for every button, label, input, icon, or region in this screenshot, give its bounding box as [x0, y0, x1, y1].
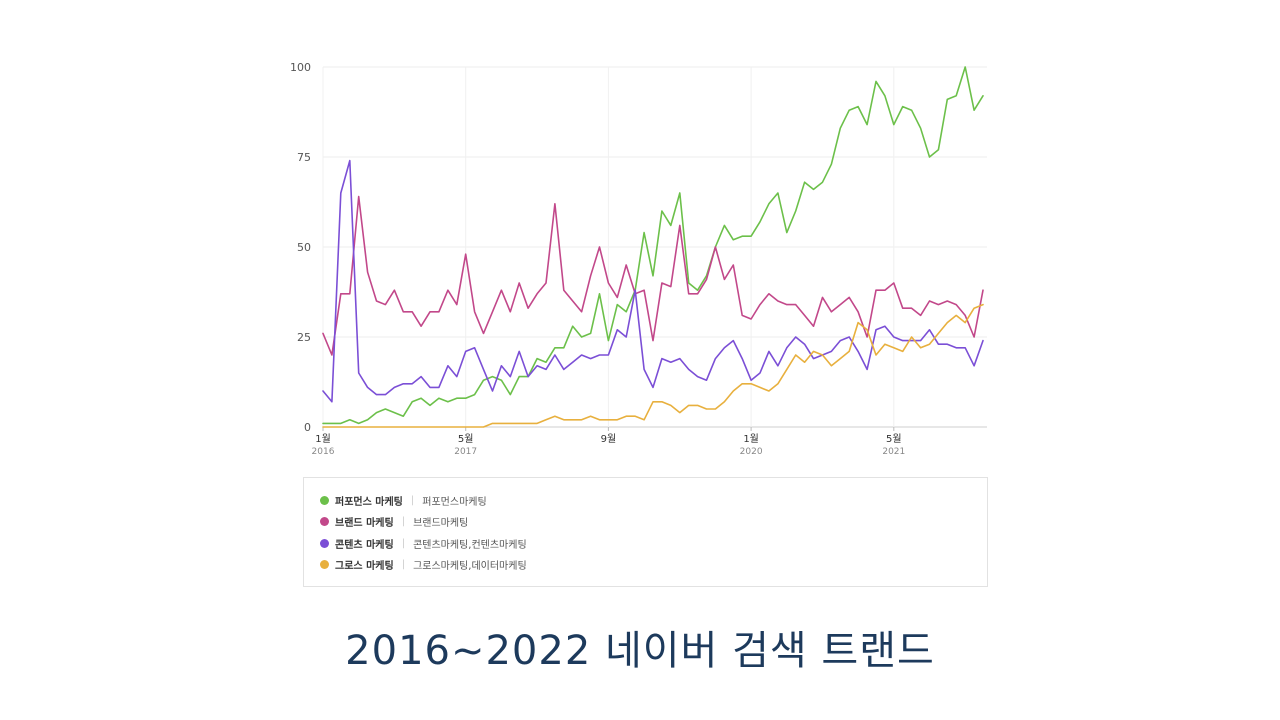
legend-separator: | [401, 516, 406, 527]
legend-item[interactable]: 브랜드 마케팅 | 브랜드마케팅 [320, 514, 468, 530]
x-tick-label: 9월 [601, 433, 617, 445]
legend-keywords: 브랜드마케팅 [413, 518, 469, 529]
legend-keywords: 퍼포먼스마케팅 [422, 496, 487, 508]
y-axis: 0 25 50 75 100 [290, 61, 311, 434]
y-tick-label: 0 [304, 421, 311, 434]
legend-separator: | [401, 537, 406, 549]
series-line-4 [322, 303, 984, 428]
x-tick-year: 2016 [312, 447, 335, 457]
legend-separator: | [410, 494, 415, 506]
legend-dot-icon [320, 560, 329, 569]
x-tick-label: 1월 [743, 433, 759, 445]
legend-series-name: 퍼포먼스 마케팅 [335, 496, 403, 508]
legend-dot-icon [320, 495, 329, 505]
x-tick-label: 1월 [315, 433, 331, 445]
line-chart: 0 25 50 75 100 1월 2016 5월 2017 9월 1월 2020 5월 2021 [290, 61, 987, 457]
legend: 퍼포먼스 마케팅 | 퍼포먼스마케팅 브랜드 마케팅 | 브랜드마케팅 콘텐츠 마케팅 | 콘텐… [303, 477, 988, 587]
x-tick-label: 5월 [458, 433, 474, 445]
legend-dot-icon [320, 538, 329, 548]
y-tick-label: 100 [290, 61, 311, 74]
legend-dot-icon [320, 517, 329, 526]
legend-keywords: 그로스마케팅,데이터마케팅 [413, 561, 527, 572]
legend-series-name: 그로스 마케팅 [335, 561, 394, 572]
y-tick-label: 25 [297, 331, 311, 344]
series-line-3 [322, 159, 984, 403]
series-line-2 [322, 195, 984, 356]
y-tick-label: 50 [297, 241, 311, 254]
y-tick-label: 75 [297, 151, 311, 164]
legend-item[interactable]: 그로스 마케팅 | 그로스마케팅,데이터마케팅 [320, 557, 527, 573]
legend-item[interactable]: 퍼포먼스 마케팅 | 퍼포먼스마케팅 [320, 492, 487, 508]
x-tick-year: 2017 [454, 447, 477, 457]
x-tick-year: 2020 [740, 447, 763, 457]
legend-series-name: 브랜드 마케팅 [335, 518, 394, 529]
legend-keywords: 콘텐츠마케팅,컨텐츠마케팅 [413, 539, 527, 551]
series-line-1 [322, 66, 984, 425]
x-axis: 1월 2016 5월 2017 9월 1월 2020 5월 2021 [312, 433, 906, 457]
legend-series-name: 콘텐츠 마케팅 [335, 539, 394, 551]
legend-separator: | [401, 559, 406, 570]
grid [322, 66, 987, 431]
legend-item[interactable]: 콘텐츠 마케팅 | 콘텐츠마케팅,컨텐츠마케팅 [320, 535, 527, 551]
series-lines [322, 66, 984, 428]
page-title: 2016~2022 네이버 검색 트랜드 [345, 628, 935, 674]
x-tick-label: 5월 [886, 433, 902, 445]
x-tick-year: 2021 [882, 447, 905, 457]
